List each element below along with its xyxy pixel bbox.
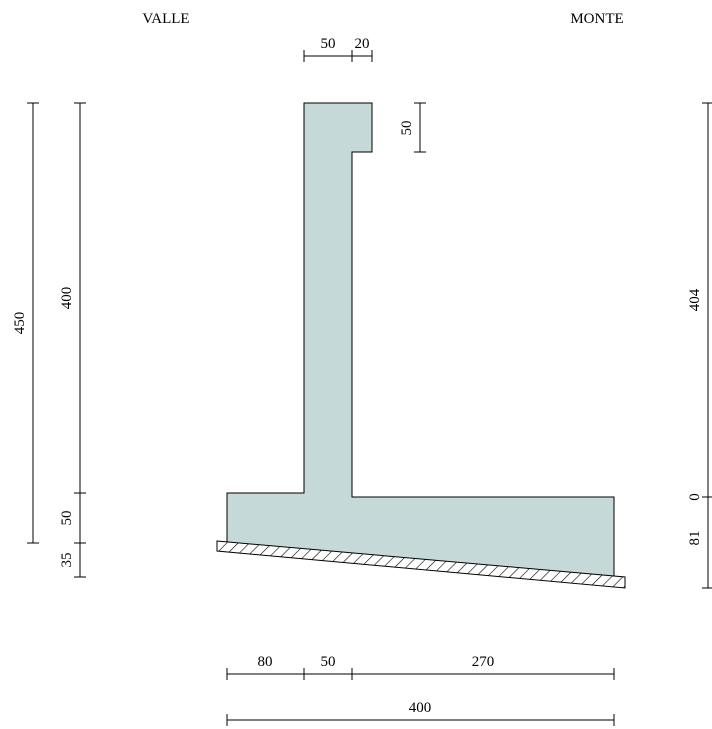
top-width-dimension: 50 20: [303, 36, 373, 62]
base-slope-right-label: 81: [687, 531, 703, 546]
bottom-segment-widths-dimension: 80 50 270: [226, 654, 615, 680]
total-height-label: 450: [12, 312, 28, 335]
top-offset-label: 20: [355, 36, 370, 52]
base-slope-left-label: 35: [59, 553, 75, 568]
downstream-label: VALLE: [142, 11, 189, 27]
stem-width-bottom-label: 50: [321, 654, 336, 670]
stem-height-left-label: 400: [59, 287, 75, 310]
upstream-label: MONTE: [570, 11, 623, 27]
base-top-right-label: 0: [687, 493, 703, 501]
base-thickness-left-label: 50: [59, 511, 75, 526]
wall-section: [216, 102, 626, 589]
toe-width-label: 80: [258, 654, 273, 670]
ground-hatch: [216, 540, 626, 589]
top-step-height-label: 50: [399, 121, 415, 136]
top-stem-width-label: 50: [321, 36, 336, 52]
wall-concrete-section: [226, 102, 615, 578]
stem-height-right-label: 404: [687, 288, 703, 311]
total-width-label: 400: [409, 700, 432, 716]
heel-width-label: 270: [472, 654, 495, 670]
total-height-dimension: 450: [12, 102, 39, 544]
left-stacked-heights-dimension: 400 50 35: [59, 102, 86, 578]
top-step-height-dimension: 50: [399, 102, 426, 153]
right-stacked-heights-dimension: 404 0 81: [687, 102, 712, 589]
total-width-dimension: 400: [226, 700, 615, 726]
